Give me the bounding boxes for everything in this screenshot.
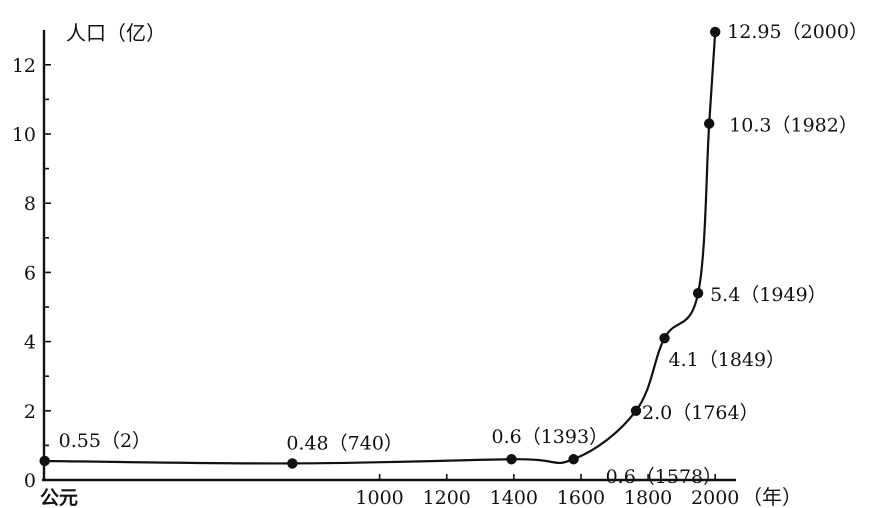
- points-layer: [39, 26, 721, 469]
- data-label: 2.0（1764）: [642, 402, 759, 424]
- data-label: 4.1（1849）: [669, 349, 786, 371]
- axes: 0 2 4 6 8 10 12 1000 1200 1400 1600 1800 2000: [12, 30, 739, 508]
- data-point: [287, 458, 298, 469]
- x-tick-label: 1200: [423, 487, 471, 508]
- x-tick-label: 1000: [355, 487, 403, 508]
- y-axis-label: 人口（亿）: [66, 21, 166, 45]
- y-tick-label: 6: [24, 262, 36, 284]
- labels-layer: 0.55（2） 0.48（740） 0.6（1393） 0.6（1578） 2.0（17…: [59, 21, 868, 488]
- data-point: [703, 118, 715, 129]
- origin-label: 公元: [40, 487, 78, 508]
- x-axis-unit-label: （年）: [742, 485, 802, 508]
- y-tick-label: 2: [24, 401, 36, 423]
- y-tick-label: 12: [12, 55, 36, 77]
- data-point: [659, 332, 670, 344]
- data-point: [39, 455, 50, 467]
- series-layer: [44, 31, 717, 465]
- x-tick-label: 1400: [490, 487, 538, 508]
- data-label: 12.95（2000）: [727, 21, 868, 43]
- data-point: [710, 26, 721, 38]
- data-point: [568, 454, 579, 465]
- x-tick-label: 2000: [691, 487, 739, 508]
- x-tick-label: 1600: [557, 487, 605, 508]
- y-tick-label: 10: [12, 124, 36, 146]
- data-label: 0.48（740）: [286, 432, 403, 454]
- data-point: [692, 287, 704, 299]
- data-label: 5.4（1949）: [710, 284, 827, 306]
- y-tick-label: 4: [24, 332, 36, 354]
- data-point: [630, 405, 642, 416]
- y-tick-label: 0: [24, 470, 36, 492]
- data-label: 0.6（1578）: [606, 466, 723, 488]
- data-label: 10.3（1982）: [729, 115, 858, 137]
- y-tick-label: 8: [24, 193, 36, 215]
- data-label: 0.6（1393）: [492, 426, 609, 448]
- data-point: [506, 454, 517, 465]
- population-line: [44, 31, 717, 465]
- x-tick-label: 1800: [624, 487, 672, 508]
- data-label: 0.55（2）: [59, 430, 151, 452]
